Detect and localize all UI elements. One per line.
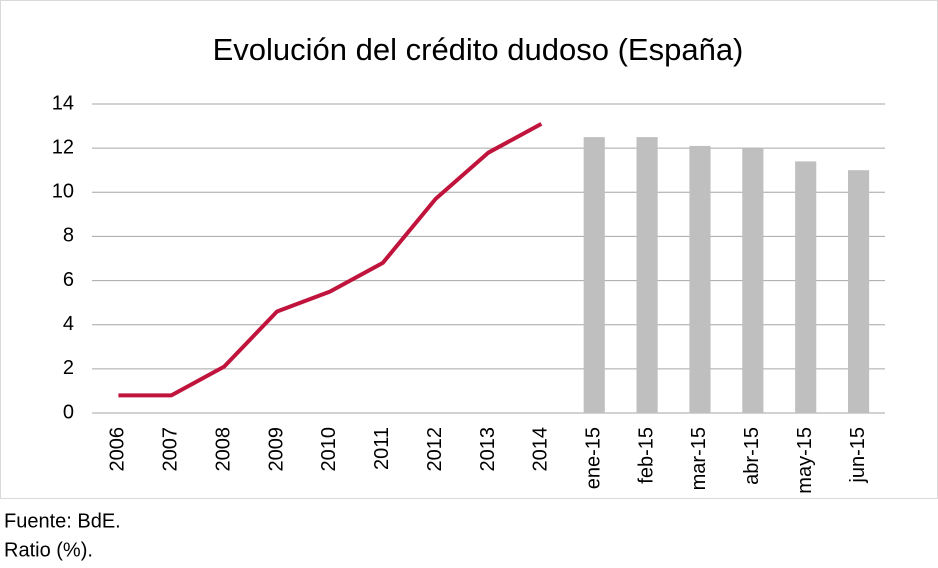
- x-tick-label: 2012: [424, 427, 446, 472]
- y-tick-label: 14: [52, 92, 74, 114]
- y-tick-label: 4: [63, 313, 74, 335]
- y-tick-label: 0: [63, 401, 74, 423]
- source-note: Fuente: BdE.: [4, 510, 121, 532]
- x-tick-label: 2014: [530, 427, 552, 472]
- bar: [742, 148, 764, 413]
- x-tick-label: 2006: [107, 427, 129, 472]
- y-tick-label: 6: [63, 269, 74, 291]
- x-tick-label: 2013: [477, 427, 499, 472]
- bar: [795, 161, 817, 413]
- unit-note: Ratio (%).: [4, 539, 93, 561]
- chart-frame: [0, 0, 938, 499]
- chart-title: Evolución del crédito dudoso (España): [213, 32, 744, 67]
- y-tick-label: 2: [63, 357, 74, 379]
- y-tick-label: 8: [63, 225, 74, 247]
- x-tick-label: feb-15: [635, 427, 657, 484]
- bar: [583, 137, 605, 413]
- x-tick-label: abr-15: [741, 427, 763, 485]
- x-tick-label: jun-15: [847, 427, 869, 484]
- y-tick-label: 10: [52, 181, 74, 203]
- bar: [689, 145, 711, 413]
- x-tick-label: 2010: [318, 427, 340, 472]
- x-tick-label: ene-15: [583, 427, 605, 489]
- x-tick-label: 2011: [371, 427, 393, 470]
- line-series: [118, 122, 543, 398]
- y-tick-label: 12: [52, 136, 74, 158]
- x-tick-label: 2008: [212, 427, 234, 472]
- x-tick-label: may-15: [794, 427, 816, 494]
- bar: [847, 170, 870, 413]
- bar: [636, 137, 658, 413]
- x-tick-label: mar-15: [688, 427, 710, 490]
- x-tick-label: 2007: [160, 427, 182, 472]
- x-tick-label: 2009: [265, 427, 287, 472]
